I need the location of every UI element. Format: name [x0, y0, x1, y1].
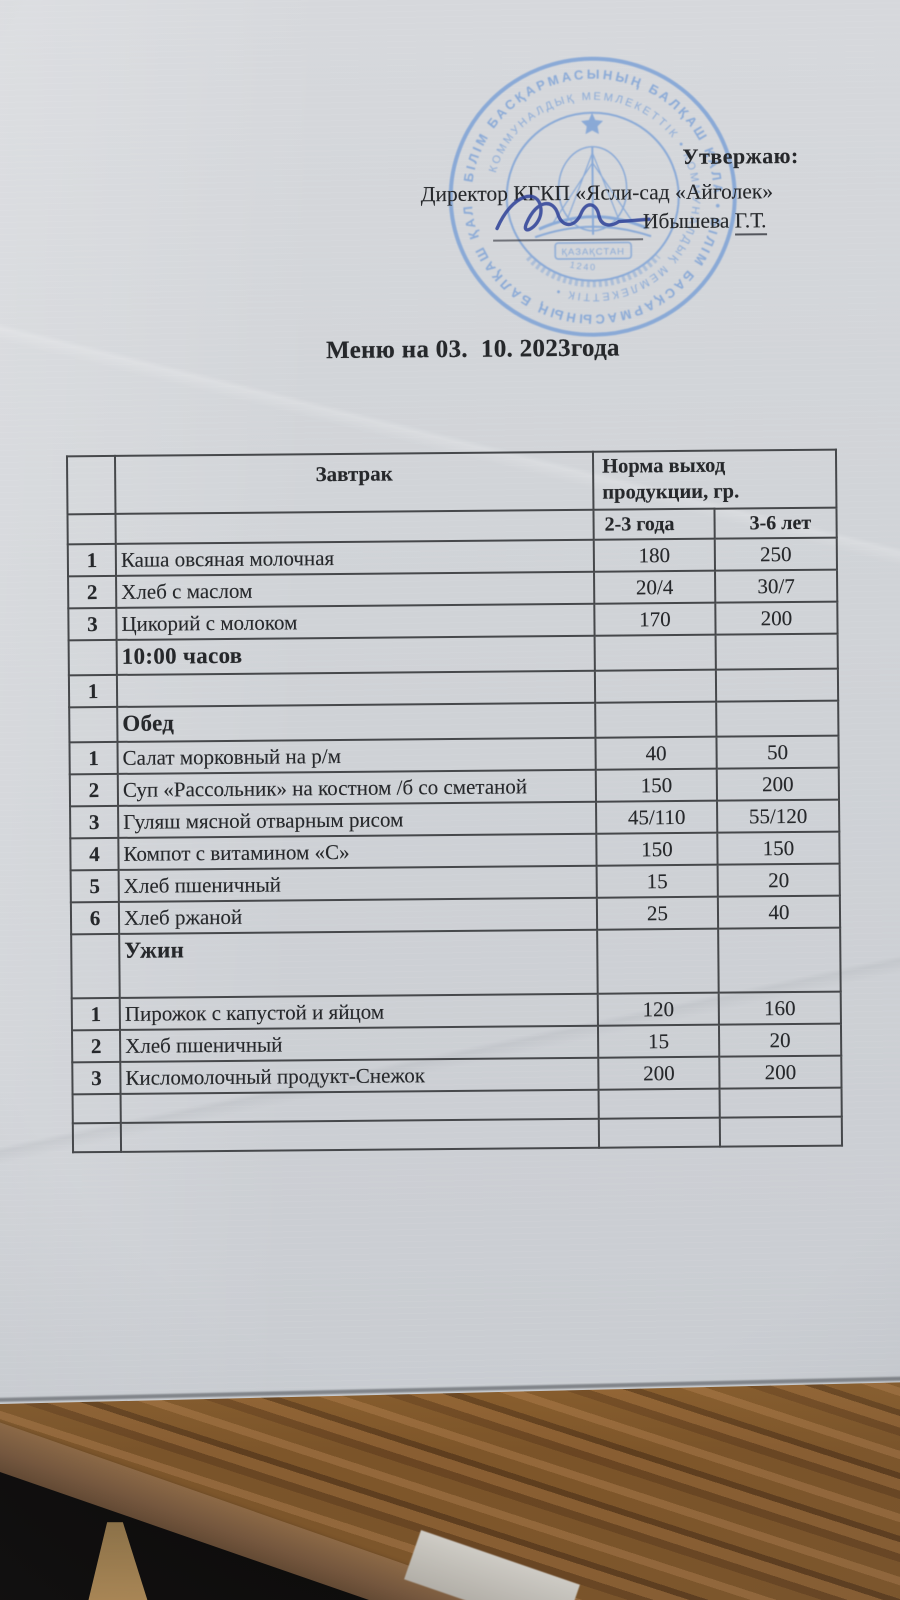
dish-name: Компот с витамином «С»: [118, 833, 597, 870]
row-number: 1: [67, 543, 117, 577]
row-number: 2: [68, 575, 117, 609]
dish-name: [120, 1089, 599, 1123]
age-old-header: 3-6 лет: [714, 507, 837, 539]
portion-2-3: 40: [595, 736, 717, 770]
row-number: 2: [71, 1029, 121, 1063]
portion-2-3: 120: [597, 992, 719, 1026]
row-number: 5: [70, 869, 119, 903]
portion-2-3: 170: [594, 602, 716, 636]
empty-row: [72, 1116, 843, 1153]
section-row: Ужин: [71, 927, 841, 999]
row-number: [72, 1122, 122, 1153]
dish-name: Гуляш мясной отварным рисом: [118, 801, 597, 838]
row-number: 1: [69, 741, 118, 775]
signer-name: Ибышева Г.Т.: [642, 208, 767, 236]
row-number: 1: [68, 674, 118, 708]
row-number: 6: [70, 901, 120, 935]
portion-3-6: [715, 668, 839, 702]
portion-2-3: 20/4: [594, 570, 716, 604]
portion-3-6: [718, 927, 841, 993]
dish-name: Цикорий с молоком: [116, 603, 595, 640]
page-title: Меню на 03. 10. 2023года: [325, 334, 620, 365]
dish-name: Суп «Рассольник» на костном /б со сметан…: [117, 769, 597, 806]
signer-initials: Г.Т.: [734, 208, 767, 236]
dish-name: Хлеб пшеничный: [118, 865, 597, 902]
portion-2-3: [595, 701, 717, 738]
signer-surname: Ибышева: [642, 208, 730, 234]
portion-2-3: 15: [596, 864, 718, 898]
portion-2-3: [597, 928, 719, 994]
svg-text:1240: 1240: [569, 259, 597, 272]
menu-table-body: 1 Каша овсяная молочная 180 250 2 Хлеб с масл…: [67, 537, 843, 1153]
portion-2-3: 200: [598, 1056, 720, 1090]
norm-header: Норма выход продукции, гр.: [592, 449, 837, 510]
portion-3-6: 40: [717, 895, 841, 929]
dish-name: Хлеб с маслом: [116, 571, 595, 608]
menu-table: Завтрак Норма выход продукции, гр. 2-3 г…: [66, 449, 843, 1154]
portion-2-3: [598, 1117, 721, 1148]
dish-name: Ужин: [119, 929, 598, 998]
portion-2-3: [594, 634, 716, 671]
dish-name: [116, 670, 596, 707]
dish-name: Пирожок с капустой и яйцом: [119, 993, 598, 1030]
dish-name: Салат морковный на р/м: [117, 737, 596, 774]
portion-2-3: [598, 1088, 720, 1119]
portion-2-3: 25: [596, 896, 719, 930]
portion-3-6: 160: [718, 991, 841, 1025]
portion-3-6: 50: [716, 735, 839, 769]
portion-2-3: 15: [597, 1024, 720, 1058]
dish-name: Кисломолочный продукт-Снежок: [120, 1057, 599, 1094]
dish-name: Обед: [117, 702, 596, 742]
portion-3-6: [719, 1116, 843, 1147]
portion-2-3: 150: [596, 832, 718, 866]
meal-header: Завтрак: [114, 451, 594, 514]
row-number: 2: [69, 773, 119, 807]
row-number: 3: [72, 1061, 121, 1095]
approve-label: Утвержаю:: [682, 142, 799, 169]
dish-name: Хлеб пшеничный: [119, 1025, 599, 1062]
stamp-bottom-digits: 1240: [569, 259, 597, 272]
portion-3-6: [715, 633, 838, 670]
dish-name: Каша овсяная молочная: [115, 539, 595, 576]
portion-2-3: 180: [593, 538, 716, 572]
row-number: [69, 706, 118, 743]
director-signature: [495, 194, 651, 232]
row-number: [72, 1093, 121, 1124]
portion-3-6: 55/120: [717, 799, 840, 833]
row-number: 3: [68, 607, 117, 641]
stamp-center-banner: ҚАЗАҚСТАН: [561, 246, 625, 258]
portion-3-6: 20: [718, 1023, 842, 1057]
portion-3-6: 200: [715, 601, 838, 635]
portion-3-6: 20: [717, 863, 840, 897]
dish-name: Хлеб ржаной: [118, 897, 598, 934]
portion-2-3: 150: [595, 768, 718, 802]
row-number: 3: [70, 805, 119, 839]
table-header-row: Завтрак Норма выход продукции, гр.: [66, 449, 837, 515]
row-number: 4: [70, 837, 119, 871]
row-number: [71, 933, 120, 999]
portion-3-6: 150: [717, 831, 840, 865]
dish-name: 10:00 часов: [116, 635, 595, 675]
portion-3-6: 200: [719, 1055, 842, 1089]
portion-3-6: [716, 700, 839, 737]
row-number: [68, 639, 117, 676]
portion-3-6: 200: [716, 767, 840, 801]
row-number: 1: [71, 997, 120, 1031]
portion-3-6: 250: [714, 537, 838, 571]
dish-name: [120, 1118, 600, 1152]
portion-3-6: [719, 1087, 842, 1118]
portion-2-3: [594, 669, 717, 703]
age-young-header: 2-3 года: [593, 508, 715, 540]
portion-2-3: 45/110: [596, 800, 718, 834]
portion-3-6: 30/7: [715, 569, 838, 603]
official-stamp-icon: БІЛІМ БАСҚАРМАСЫНЫҢ БАЛҚАШ ҚАЛА • БІЛІМ …: [441, 49, 744, 344]
